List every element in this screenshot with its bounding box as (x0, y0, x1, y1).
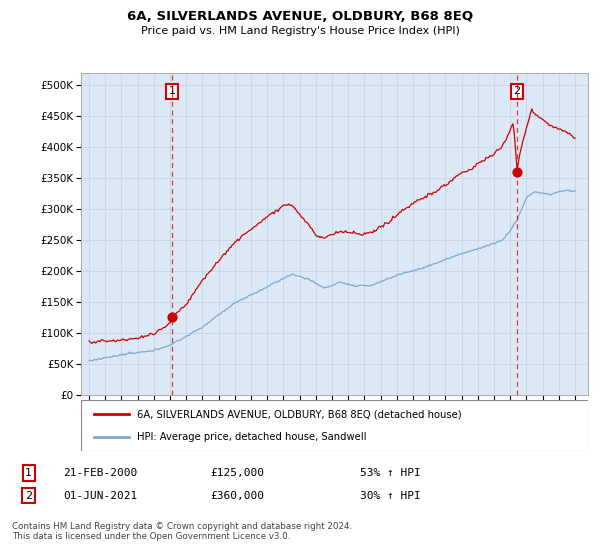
Text: 6A, SILVERLANDS AVENUE, OLDBURY, B68 8EQ (detached house): 6A, SILVERLANDS AVENUE, OLDBURY, B68 8EQ… (137, 409, 461, 419)
Text: £125,000: £125,000 (210, 468, 264, 478)
Text: £360,000: £360,000 (210, 491, 264, 501)
Text: 1: 1 (169, 86, 176, 96)
Point (167, 313, 177, 322)
FancyBboxPatch shape (81, 400, 588, 451)
Text: 53% ↑ HPI: 53% ↑ HPI (360, 468, 421, 478)
Text: 01-JUN-2021: 01-JUN-2021 (63, 491, 137, 501)
Text: 6A, SILVERLANDS AVENUE, OLDBURY, B68 8EQ: 6A, SILVERLANDS AVENUE, OLDBURY, B68 8EQ (127, 10, 473, 23)
Text: 2: 2 (25, 491, 32, 501)
Text: Contains HM Land Registry data © Crown copyright and database right 2024.
This d: Contains HM Land Registry data © Crown c… (12, 522, 352, 542)
Point (512, 167, 522, 176)
Text: 1: 1 (25, 468, 32, 478)
Text: 21-FEB-2000: 21-FEB-2000 (63, 468, 137, 478)
Text: HPI: Average price, detached house, Sandwell: HPI: Average price, detached house, Sand… (137, 432, 366, 442)
Text: 2: 2 (514, 86, 521, 96)
Text: Price paid vs. HM Land Registry's House Price Index (HPI): Price paid vs. HM Land Registry's House … (140, 26, 460, 36)
Text: 30% ↑ HPI: 30% ↑ HPI (360, 491, 421, 501)
